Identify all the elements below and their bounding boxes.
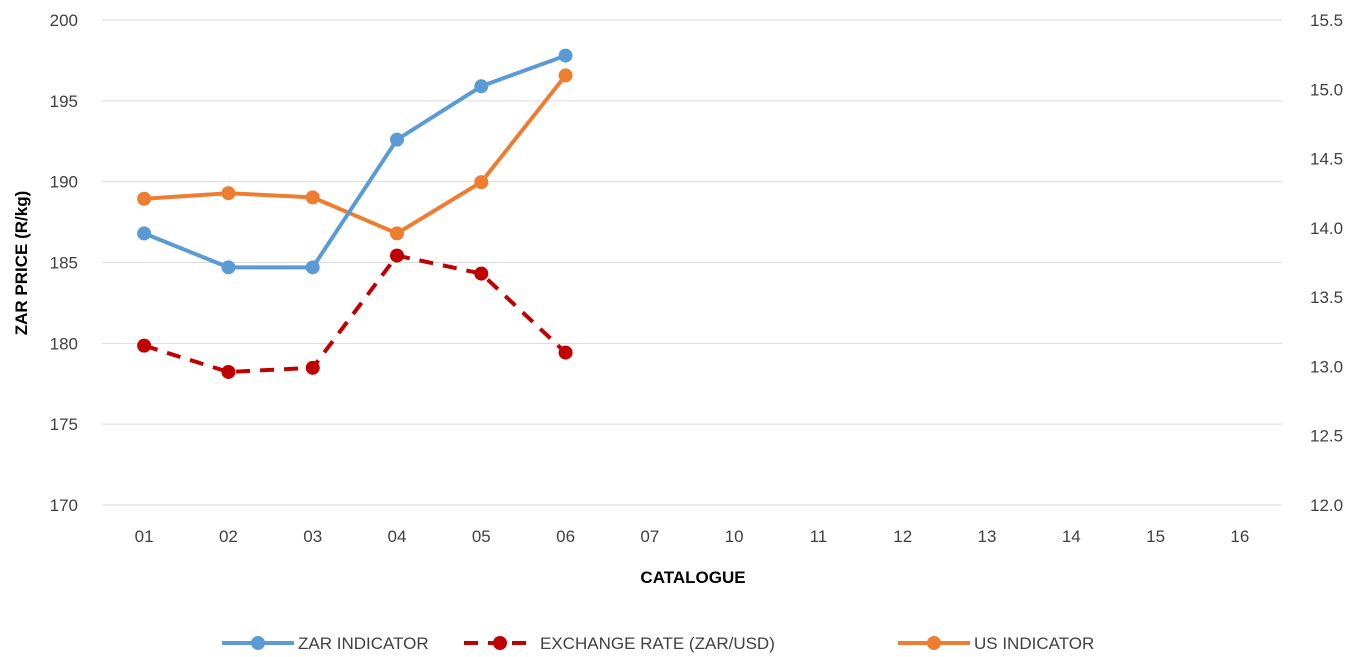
x-tick-label: 11 xyxy=(810,527,828,546)
x-tick-label: 12 xyxy=(893,527,912,546)
data-point xyxy=(221,186,236,201)
y-axis-title: ZAR PRICE (R/kg) xyxy=(12,191,31,336)
y-tick-label: 180 xyxy=(50,334,78,353)
data-point xyxy=(137,191,152,206)
gridlines xyxy=(102,19,1282,506)
legend-label: EXCHANGE RATE (ZAR/USD) xyxy=(540,634,775,653)
y-tick-label: 200 xyxy=(50,11,78,30)
x-tick-label: 06 xyxy=(556,527,575,546)
data-point xyxy=(558,68,573,83)
series-us-indicator xyxy=(137,68,573,241)
x-axis-ticks: 01 02 03 04 05 06 07 10 11 12 13 14 15 16 xyxy=(135,527,1250,546)
data-point xyxy=(137,338,152,353)
series-line xyxy=(143,253,567,374)
legend-label: US INDICATOR xyxy=(974,634,1094,653)
x-tick-label: 15 xyxy=(1146,527,1165,546)
x-axis-title: CATALOGUE xyxy=(640,568,745,587)
legend-item: ZAR INDICATOR xyxy=(222,634,429,653)
series-exchange-rate-zar-usd xyxy=(137,248,573,379)
y2-tick-label: 14.0 xyxy=(1310,219,1343,238)
data-point xyxy=(474,266,489,281)
y2-tick-label: 14.5 xyxy=(1310,150,1343,169)
data-point xyxy=(390,248,404,263)
series-zar-indicator xyxy=(137,48,573,275)
series-group xyxy=(137,48,573,379)
data-point xyxy=(221,260,236,275)
x-tick-label: 05 xyxy=(472,527,491,546)
data-point xyxy=(558,345,573,360)
y2-tick-label: 15.5 xyxy=(1310,11,1343,30)
data-point xyxy=(558,48,573,63)
y2-tick-label: 12.5 xyxy=(1310,427,1343,446)
legend-item: US INDICATOR xyxy=(898,634,1094,653)
y-tick-label: 185 xyxy=(50,254,78,273)
x-tick-label: 04 xyxy=(388,527,407,546)
y-tick-label: 195 xyxy=(50,92,78,111)
legend-swatch-marker xyxy=(493,636,507,650)
x-tick-label: 01 xyxy=(135,527,154,546)
legend-label: ZAR INDICATOR xyxy=(298,634,429,653)
y2-tick-label: 12.0 xyxy=(1310,496,1343,515)
right-axis-ticks: 12.0 12.5 13.0 13.5 14.0 14.5 15.0 15.5 xyxy=(1310,11,1343,515)
data-point xyxy=(474,175,489,190)
legend-swatch-marker xyxy=(251,636,265,650)
y-tick-label: 175 xyxy=(50,415,78,434)
series-line xyxy=(142,73,568,236)
data-point xyxy=(305,360,320,375)
data-point xyxy=(474,79,489,94)
legend: ZAR INDICATOR EXCHANGE RATE (ZAR/USD) US I… xyxy=(222,634,1094,653)
x-tick-label: 07 xyxy=(640,527,659,546)
data-point xyxy=(390,226,404,241)
data-point xyxy=(221,364,236,379)
data-point xyxy=(390,132,404,147)
x-tick-label: 14 xyxy=(1062,527,1081,546)
y-tick-label: 190 xyxy=(50,173,78,192)
y-tick-label: 170 xyxy=(50,496,78,515)
data-point xyxy=(305,260,320,275)
data-point xyxy=(305,190,320,205)
x-tick-label: 03 xyxy=(303,527,322,546)
legend-swatch-marker xyxy=(927,636,941,650)
x-tick-label: 16 xyxy=(1230,527,1249,546)
series-line xyxy=(142,53,568,270)
legend-item: EXCHANGE RATE (ZAR/USD) xyxy=(464,634,775,653)
y2-tick-label: 13.0 xyxy=(1310,357,1343,376)
left-axis-ticks: 170 175 180 185 190 195 200 xyxy=(50,11,78,515)
x-tick-label: 02 xyxy=(219,527,238,546)
y2-tick-label: 13.5 xyxy=(1310,288,1343,307)
y2-tick-label: 15.0 xyxy=(1310,80,1343,99)
x-tick-label: 13 xyxy=(978,527,997,546)
x-tick-label: 10 xyxy=(725,527,744,546)
data-point xyxy=(137,226,152,241)
